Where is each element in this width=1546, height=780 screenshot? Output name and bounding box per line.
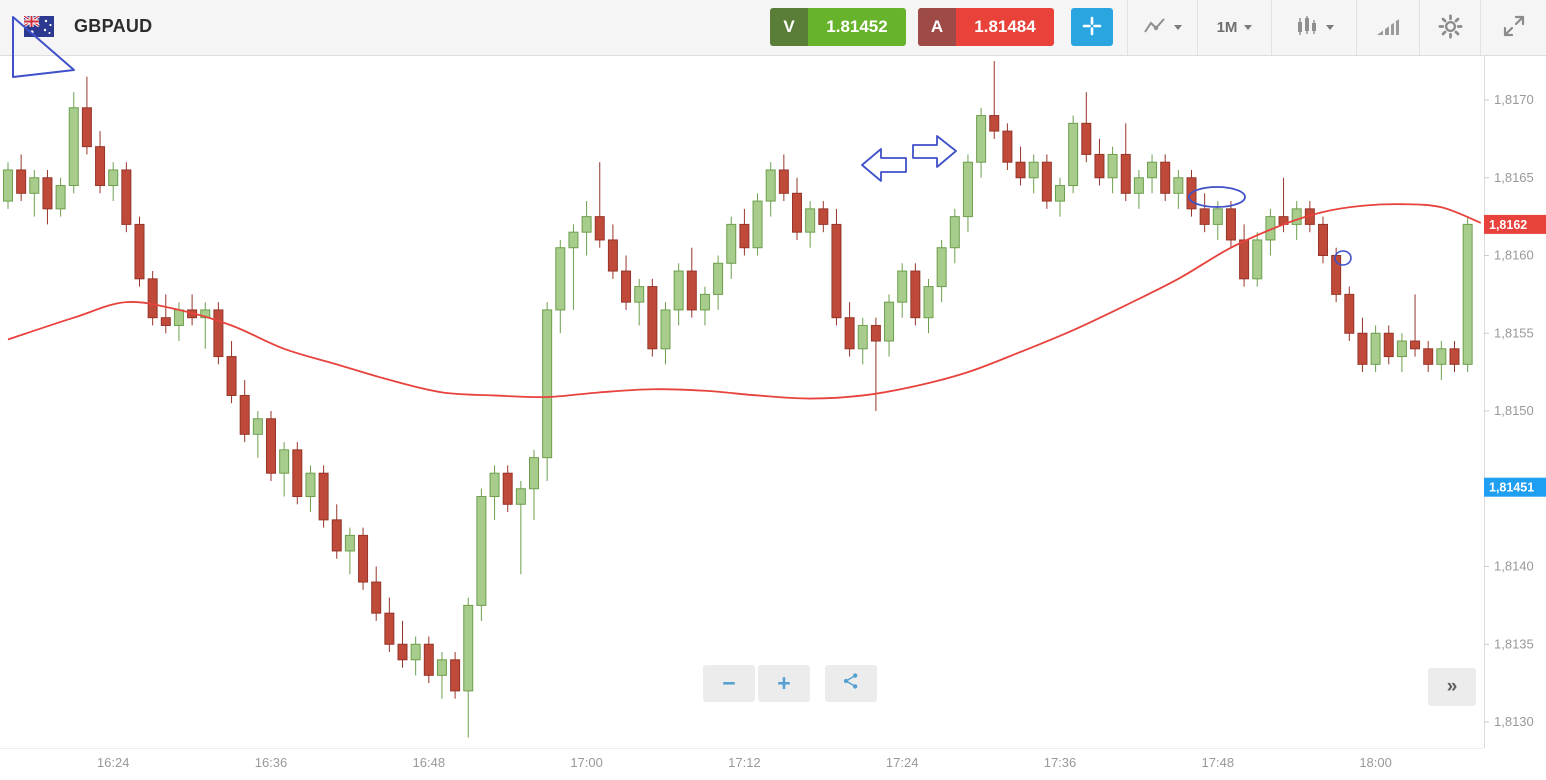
time-axis: 16:24 16:36 16:48 17:00 17:12 17:24 17:36 17:48…: [97, 755, 1392, 770]
svg-text:1,8165: 1,8165: [1494, 170, 1534, 185]
zoom-in-button[interactable]: +: [758, 665, 810, 702]
candles-layer[interactable]: [3, 61, 1473, 738]
zoom-controls: − +: [703, 665, 880, 702]
settings-button[interactable]: [1419, 0, 1480, 55]
candles-icon: [1295, 14, 1319, 41]
sell-button[interactable]: V 1.81452: [770, 8, 906, 46]
svg-text:1,8162: 1,8162: [1489, 218, 1527, 232]
chart-type-dropdown[interactable]: [1127, 0, 1197, 55]
signal-strength-icon: [1375, 15, 1401, 40]
price-tags: 1,8162 1,81451: [1484, 214, 1546, 497]
collapse-panel-button[interactable]: »: [1428, 668, 1476, 706]
line-chart-icon: [1143, 15, 1167, 40]
expand-icon: [1502, 14, 1526, 41]
crosshair-icon: [1080, 14, 1104, 41]
zoom-out-button[interactable]: −: [703, 665, 755, 702]
share-button[interactable]: [825, 665, 877, 702]
svg-text:1,8130: 1,8130: [1494, 714, 1534, 729]
sell-price: 1.81452: [808, 8, 906, 46]
svg-text:1,8160: 1,8160: [1494, 248, 1534, 263]
svg-text:17:36: 17:36: [1044, 755, 1077, 770]
svg-text:18:00: 18:00: [1359, 755, 1392, 770]
signals-button[interactable]: [1356, 0, 1419, 55]
chevron-down-icon: [1174, 25, 1182, 30]
timeframe-label: 1M: [1216, 19, 1238, 36]
svg-text:1,8135: 1,8135: [1494, 636, 1534, 651]
svg-text:1,8140: 1,8140: [1494, 559, 1534, 574]
sell-letter: V: [770, 8, 808, 46]
crosshair-button[interactable]: [1071, 8, 1113, 46]
share-icon: [841, 665, 861, 702]
svg-text:17:24: 17:24: [886, 755, 919, 770]
instrument-title: GBPAUD: [74, 16, 153, 36]
svg-text:1,8155: 1,8155: [1494, 325, 1534, 340]
buy-button[interactable]: A 1.81484: [918, 8, 1054, 46]
buy-price: 1.81484: [956, 8, 1054, 46]
buy-letter: A: [918, 8, 956, 46]
timeframe-dropdown[interactable]: 1M: [1197, 0, 1271, 55]
svg-text:16:24: 16:24: [97, 755, 130, 770]
indicators-dropdown[interactable]: [1271, 0, 1356, 55]
svg-text:1,8170: 1,8170: [1494, 92, 1534, 107]
svg-text:16:48: 16:48: [413, 755, 446, 770]
svg-text:17:00: 17:00: [570, 755, 603, 770]
svg-text:1,81451: 1,81451: [1489, 481, 1534, 495]
svg-text:17:48: 17:48: [1202, 755, 1235, 770]
moving-average-line: [7, 203, 1482, 400]
price-axis: 1,81701,81651,81601,81551,81501,81451,81…: [0, 55, 1534, 749]
svg-text:1,8150: 1,8150: [1494, 403, 1534, 418]
gear-icon: [1438, 14, 1463, 42]
svg-text:16:36: 16:36: [255, 755, 288, 770]
toolbar: GBPAUD V 1.81452 A 1.81484: [0, 0, 1546, 56]
gbpaud-flag-icon: [23, 14, 54, 37]
svg-text:17:12: 17:12: [728, 755, 761, 770]
toolbar-tools: 1M: [1127, 0, 1546, 55]
chevron-down-icon: [1244, 25, 1253, 30]
fullscreen-button[interactable]: [1480, 0, 1546, 55]
chevron-down-icon: [1325, 25, 1334, 30]
